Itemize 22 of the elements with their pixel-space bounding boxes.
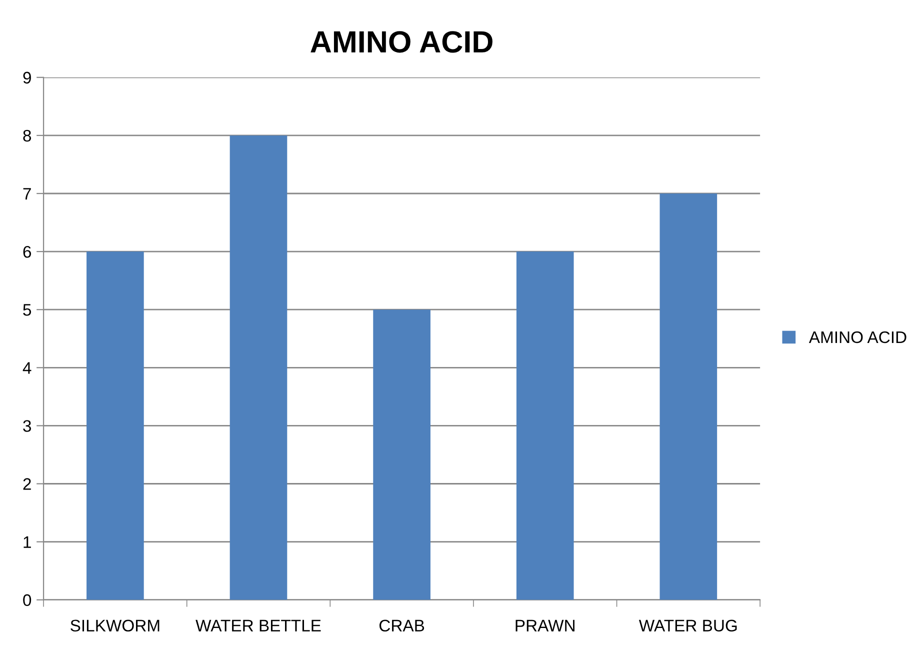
y-tick-label: 6 — [23, 246, 31, 258]
bar — [230, 135, 288, 600]
y-tick-label: 8 — [23, 130, 32, 142]
y-tick-label: 7 — [23, 188, 31, 200]
x-tick-label: PRAWN — [516, 620, 574, 632]
y-tick-label: 0 — [23, 594, 32, 606]
legend-label: AMINO ACID — [808, 331, 906, 344]
x-tick-label: SILKWORM — [70, 620, 160, 632]
y-tick-label: 4 — [22, 362, 32, 374]
y-tick-label: 2 — [23, 478, 31, 490]
chart-title: AMINO ACID — [310, 31, 492, 53]
x-tick-label: WATER BUG — [638, 620, 737, 632]
bar — [373, 310, 430, 600]
x-tick-label: WATER BETTLE — [196, 620, 321, 632]
y-tick-label: 9 — [23, 72, 31, 84]
y-tick-label: 5 — [23, 304, 32, 316]
y-tick-label: 3 — [23, 420, 31, 432]
x-tick-label: CRAB — [379, 620, 424, 632]
bar — [86, 252, 144, 600]
y-tick-label: 1 — [24, 536, 31, 548]
bar — [660, 194, 718, 600]
bar — [516, 252, 574, 600]
